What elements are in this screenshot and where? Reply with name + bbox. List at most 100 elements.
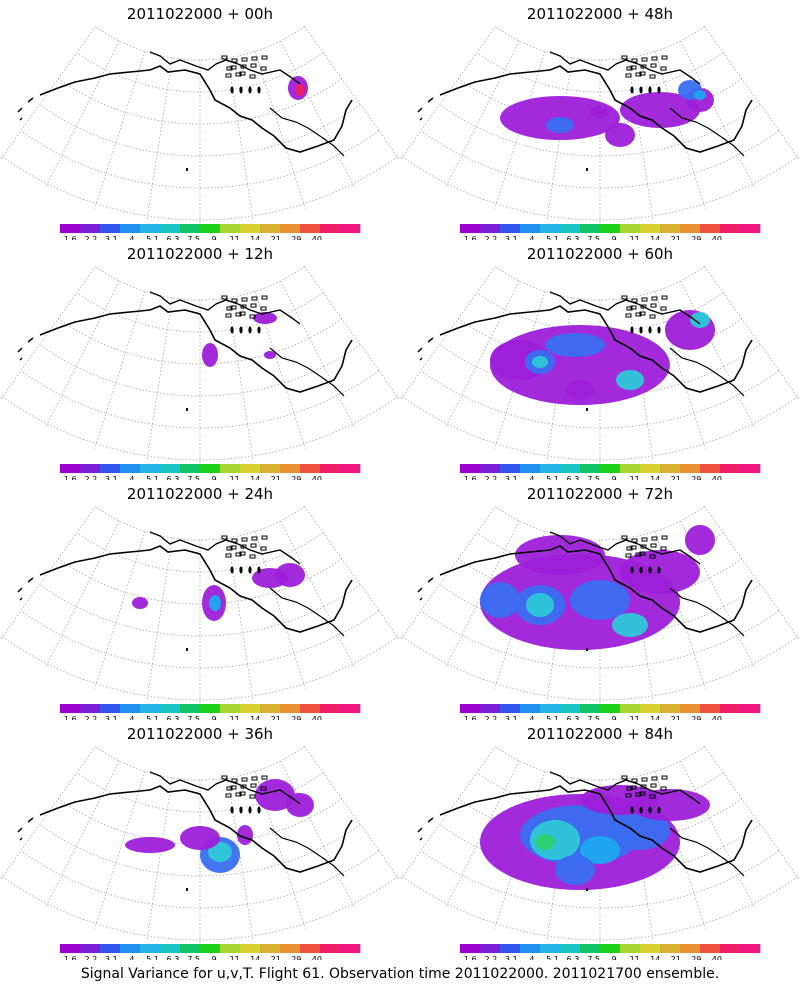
meridian-line	[546, 57, 573, 221]
colorbar-tick-label: 40	[712, 715, 722, 720]
island-outline	[648, 806, 652, 814]
meridian-line	[654, 51, 706, 209]
colorbar-swatch	[480, 464, 501, 473]
colorbar-swatch	[240, 224, 261, 233]
island-outline	[648, 326, 652, 334]
meridian-line	[227, 297, 254, 461]
meridian-line	[146, 57, 173, 221]
colorbar-tick-label: 4	[129, 955, 134, 960]
colorbar-swatch	[640, 944, 661, 953]
island-outline	[251, 56, 258, 61]
colorbar-swatch	[180, 224, 201, 233]
meridian-line	[227, 57, 254, 221]
island-outline	[251, 296, 258, 301]
island-outline	[261, 535, 268, 540]
variance-shading	[125, 779, 314, 873]
map-svg: 1.6 2.2 3.1 4 5.1 6.3 7.5 9 11 14 21 29 40	[400, 746, 800, 960]
latitude-circle	[2, 156, 398, 221]
colorbar-swatch	[260, 944, 281, 953]
colorbar-tick-label: 40	[712, 235, 722, 240]
island-outline	[248, 326, 252, 334]
colorbar-swatch	[320, 944, 341, 953]
colorbar-tick-label: 7.5	[187, 715, 200, 720]
map-frame	[400, 506, 800, 705]
variance-blob	[690, 312, 710, 328]
meridian-line	[704, 26, 800, 161]
meridian-line	[627, 777, 654, 941]
island-outline	[639, 326, 643, 334]
colorbar-swatch	[680, 464, 701, 473]
hawaii-island	[586, 408, 588, 411]
island-outline	[241, 777, 248, 782]
island-outline	[230, 86, 234, 94]
meridian-line	[280, 760, 356, 909]
colorbar-swatch	[240, 704, 261, 713]
colorbar-swatch	[660, 944, 681, 953]
colorbar-swatch	[620, 464, 641, 473]
colorbar-tick-label: 14	[650, 715, 660, 720]
hawaii-island	[586, 648, 588, 651]
map-panel-72h: 2011022000 + 72h 1.6 2.2 3.1 4 5.1 6.3 7.5 9 11 1…	[400, 480, 800, 720]
colorbar-tick-label: 6.3	[567, 715, 580, 720]
colorbar-tick-label: 40	[312, 235, 322, 240]
colorbar-tick-label: 40	[712, 955, 722, 960]
island-outline	[231, 778, 238, 783]
arctic-islands	[221, 55, 268, 94]
island-outline	[261, 775, 268, 780]
colorbar-swatch	[200, 704, 221, 713]
coastline	[39, 65, 353, 153]
variance-blob	[237, 825, 253, 845]
colorbar-swatch	[160, 224, 181, 233]
colorbar-tick-label: 29	[291, 955, 301, 960]
island-outline	[625, 553, 632, 558]
island-outline	[660, 306, 667, 311]
island-outline	[621, 55, 628, 60]
island-outline	[625, 313, 632, 318]
meridian-line	[227, 537, 254, 701]
panel-title: 2011022000 + 60h	[526, 245, 674, 263]
colorbar-swatch	[340, 224, 361, 233]
colorbar-swatch	[140, 464, 161, 473]
colorbar-swatch	[700, 704, 721, 713]
colorbar-tick-label: 29	[291, 235, 301, 240]
map-frame	[400, 266, 800, 465]
latitude-circle	[39, 104, 361, 157]
colorbar-swatch	[100, 224, 121, 233]
variance-shading	[480, 525, 715, 650]
variance-blob	[620, 92, 700, 128]
colorbar-swatch	[620, 944, 641, 953]
island-outline	[640, 784, 647, 789]
colorbar-tick-label: 6.3	[567, 235, 580, 240]
island-outline	[240, 544, 247, 549]
colorbar-tick-label: 21	[271, 955, 281, 960]
panel-title: 2011022000 + 48h	[526, 5, 674, 23]
latitude-circle	[402, 156, 798, 221]
colorbar-swatch	[260, 704, 281, 713]
island-outline	[261, 55, 268, 60]
panel-title: 2011022000 + 72h	[526, 485, 674, 503]
variance-blob	[580, 836, 620, 864]
colorbar-tick-label: 29	[691, 955, 701, 960]
island-outline	[621, 775, 628, 780]
meridian-line	[627, 57, 654, 221]
island-outline	[625, 793, 632, 798]
island-outline	[630, 326, 634, 334]
variance-blob	[275, 563, 305, 587]
variance-blob	[566, 380, 594, 400]
island-outline	[239, 566, 243, 574]
coastline	[439, 785, 753, 873]
colorbar-tick-label: 3.1	[505, 475, 518, 480]
coastline	[149, 51, 301, 85]
island-outline	[260, 66, 267, 71]
latitude-circle	[495, 266, 705, 301]
colorbar-tick-label: 40	[312, 715, 322, 720]
hawaii-island	[186, 648, 188, 651]
meridian-line	[400, 266, 496, 401]
island-outline	[630, 305, 637, 310]
colorbar-swatch	[200, 224, 221, 233]
aleutian-islands	[417, 337, 434, 361]
variance-blob	[295, 84, 305, 96]
colorbar-swatch	[500, 224, 521, 233]
colorbar-tick-label: 2.2	[484, 235, 497, 240]
meridian-line	[44, 280, 120, 429]
